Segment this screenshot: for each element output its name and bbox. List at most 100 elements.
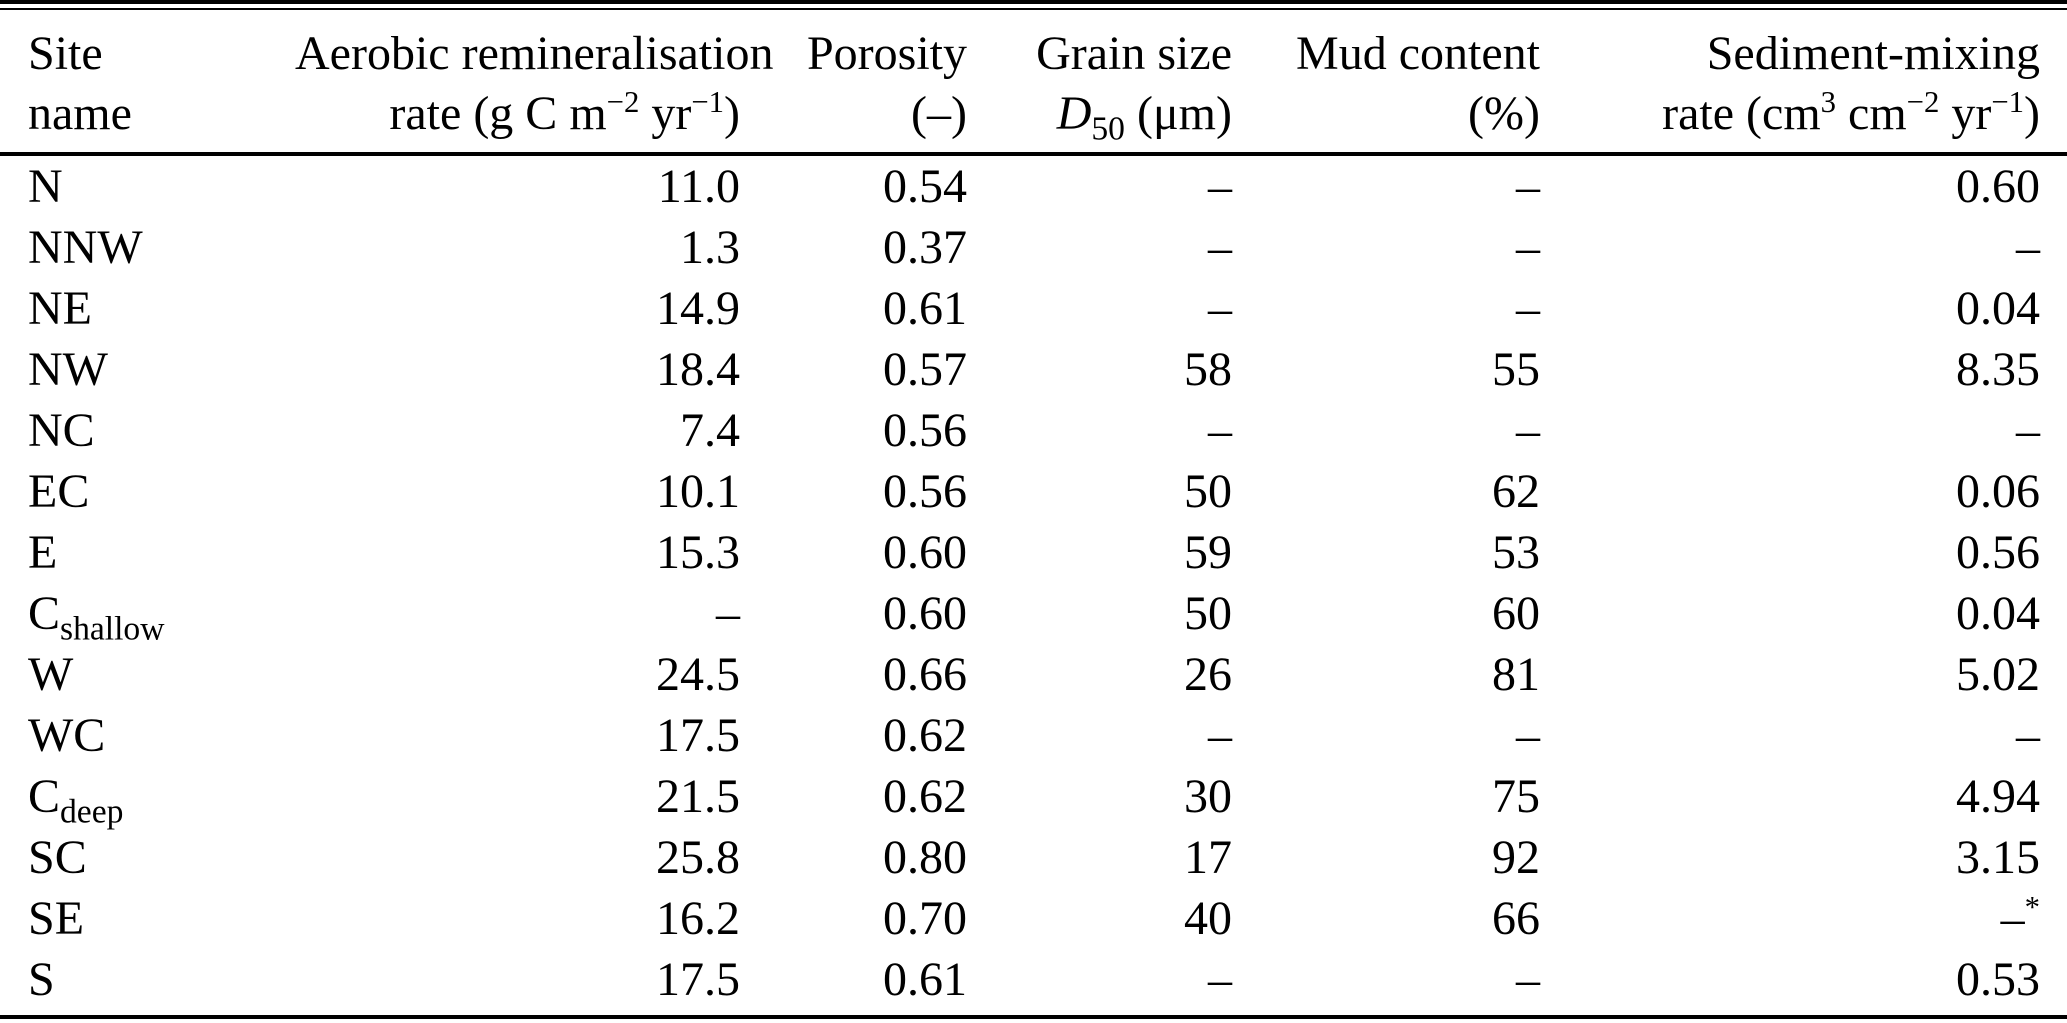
site-parameters-table: Site name Aerobic remineralisation rate …	[0, 10, 2067, 1010]
cell-grain-size: 17	[1184, 831, 1232, 884]
cell-mixing-rate: 0.04	[1956, 282, 2040, 335]
cell-grain-size: 40	[1184, 892, 1232, 945]
cell-grain-size: –	[1208, 282, 1232, 335]
cell-porosity: 0.60	[883, 526, 967, 579]
cell-grain-size: 30	[1184, 770, 1232, 823]
table-row: NW 18.4 0.57 58 55 8.35	[0, 339, 2067, 400]
cell-aerobic-rate: –	[716, 587, 740, 640]
cell-aerobic-rate: 15.3	[656, 526, 740, 579]
header-mud-content-line1: Mud content	[1296, 27, 1540, 80]
cell-porosity: 0.60	[883, 587, 967, 640]
cell-site: NC	[28, 404, 95, 457]
cell-porosity: 0.56	[883, 465, 967, 518]
cell-mixing-rate: –	[2016, 709, 2040, 762]
cell-aerobic-rate: 11.0	[657, 160, 740, 213]
cell-mixing-rate: 5.02	[1956, 648, 2040, 701]
cell-porosity: 0.56	[883, 404, 967, 457]
cell-site: NE	[28, 282, 92, 335]
table-top-rule-gap	[0, 4, 2067, 8]
header-mixing-rate-line2: rate (cm3 cm−2 yr−1)	[1662, 85, 2040, 140]
table-row: S 17.5 0.61 – – 0.53	[0, 949, 2067, 1010]
table-row: Cshallow – 0.60 50 60 0.04	[0, 583, 2067, 648]
cell-mud-content: 92	[1492, 831, 1540, 884]
cell-mixing-rate: 8.35	[1956, 343, 2040, 396]
cell-mixing-rate: 0.60	[1956, 160, 2040, 213]
cell-mixing-rate: –	[2016, 404, 2040, 457]
cell-aerobic-rate: 1.3	[680, 221, 740, 274]
cell-porosity: 0.62	[883, 770, 967, 823]
cell-mud-content: –	[1516, 953, 1540, 1006]
cell-grain-size: –	[1208, 404, 1232, 457]
header-mixing-rate: Sediment-mixing rate (cm3 cm−2 yr−1)	[1540, 10, 2067, 156]
cell-aerobic-rate: 7.4	[680, 404, 740, 457]
cell-mixing-rate: 0.06	[1956, 465, 2040, 518]
cell-mixing-rate: 0.53	[1956, 953, 2040, 1006]
cell-mud-content: 81	[1492, 648, 1540, 701]
header-aerobic-rate-line1: Aerobic remineralisation	[295, 27, 774, 80]
cell-mud-content: –	[1516, 709, 1540, 762]
cell-mud-content: 62	[1492, 465, 1540, 518]
cell-site: NNW	[28, 221, 143, 274]
header-porosity-line2: (–)	[911, 87, 967, 140]
header-site: Site name	[0, 10, 295, 156]
header-aerobic-rate: Aerobic remineralisation rate (g C m−2 y…	[295, 10, 774, 156]
cell-aerobic-rate: 25.8	[656, 831, 740, 884]
cell-site: Cshallow	[28, 587, 165, 648]
cell-site: WC	[28, 709, 106, 762]
header-grain-size: Grain size D50 (μm)	[967, 10, 1232, 156]
cell-aerobic-rate: 16.2	[656, 892, 740, 945]
cell-mud-content: 53	[1492, 526, 1540, 579]
table-row: W 24.5 0.66 26 81 5.02	[0, 644, 2067, 705]
table-row: N 11.0 0.54 – – 0.60	[0, 154, 2067, 217]
table-row: SE 16.2 0.70 40 66 –*	[0, 888, 2067, 949]
header-aerobic-rate-line2: rate (g C m−2 yr−1)	[389, 85, 740, 140]
cell-mud-content: 75	[1492, 770, 1540, 823]
cell-mixing-rate: 0.56	[1956, 526, 2040, 579]
table-top-rule-thick	[0, 0, 2067, 4]
cell-aerobic-rate: 24.5	[656, 648, 740, 701]
cell-site: Cdeep	[28, 770, 124, 831]
cell-grain-size: –	[1208, 160, 1232, 213]
cell-porosity: 0.37	[883, 221, 967, 274]
header-site-line1: Site	[28, 27, 103, 80]
cell-porosity: 0.70	[883, 892, 967, 945]
table-row: NC 7.4 0.56 – – –	[0, 400, 2067, 461]
cell-mixing-rate: –	[2016, 221, 2040, 274]
header-mud-content-line2: (%)	[1468, 87, 1540, 140]
cell-mud-content: 60	[1492, 587, 1540, 640]
table-row: WC 17.5 0.62 – – –	[0, 705, 2067, 766]
cell-mud-content: –	[1516, 160, 1540, 213]
cell-aerobic-rate: 17.5	[656, 709, 740, 762]
table-row: NE 14.9 0.61 – – 0.04	[0, 278, 2067, 339]
cell-porosity: 0.61	[883, 282, 967, 335]
cell-site: E	[28, 526, 58, 579]
cell-mud-content: 55	[1492, 343, 1540, 396]
cell-porosity: 0.62	[883, 709, 967, 762]
cell-aerobic-rate: 10.1	[656, 465, 740, 518]
header-mud-content: Mud content (%)	[1232, 10, 1540, 156]
table-top-rule-thin	[0, 8, 2067, 10]
header-grain-size-line2: D50 (μm)	[1056, 87, 1232, 148]
cell-site: SE	[28, 892, 85, 945]
header-row: Site name Aerobic remineralisation rate …	[0, 10, 2067, 156]
cell-site: N	[28, 160, 63, 213]
cell-grain-size: 50	[1184, 587, 1232, 640]
header-porosity: Porosity (–)	[740, 10, 967, 156]
cell-grain-size: 50	[1184, 465, 1232, 518]
cell-porosity: 0.66	[883, 648, 967, 701]
cell-grain-size: 26	[1184, 648, 1232, 701]
table-row: E 15.3 0.60 59 53 0.56	[0, 522, 2067, 583]
table-bottom-rule	[0, 1015, 2067, 1019]
cell-grain-size: –	[1208, 953, 1232, 1006]
cell-aerobic-rate: 14.9	[656, 282, 740, 335]
cell-mixing-rate: 3.15	[1956, 831, 2040, 884]
cell-site: SC	[28, 831, 87, 884]
cell-mixing-rate: 4.94	[1956, 770, 2040, 823]
cell-site: S	[28, 953, 55, 1006]
cell-grain-size: 59	[1184, 526, 1232, 579]
cell-porosity: 0.57	[883, 343, 967, 396]
cell-aerobic-rate: 17.5	[656, 953, 740, 1006]
header-site-line2: name	[28, 87, 132, 140]
cell-mixing-rate: –*	[2000, 890, 2040, 945]
